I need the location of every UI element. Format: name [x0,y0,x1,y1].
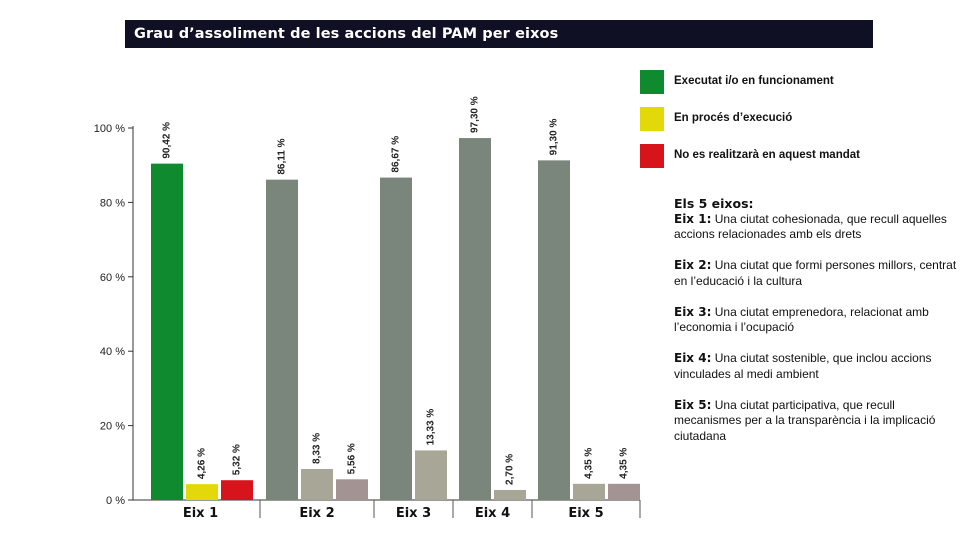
y-tick-label: 80 % [100,197,125,209]
data-label-2-4: 2,70 % [505,454,516,485]
y-tick-label: 0 % [106,495,125,507]
category-label-5: Eix 5 [568,506,603,521]
y-tick-label: 60 % [100,272,125,284]
eix-5-text: Una ciutat participativa, que recull mec… [674,397,936,443]
bar-1-3 [380,177,412,501]
eix-4-name: Eix 4: [674,351,712,365]
legend-label-en-proces: En procés d’execució [674,112,793,124]
eix-4-text: Una ciutat sostenible, que inclou accion… [674,351,932,381]
eix-5-description: Eix 5: Una ciutat participativa, que rec… [674,398,959,445]
legend-swatch-no-realitzara [640,144,664,168]
data-label-3-2: 5,56 % [347,443,358,474]
y-tick-label: 100 % [94,123,125,135]
data-label-1-4: 97,30 % [470,96,481,133]
legend-swatch-en-proces [640,107,664,131]
bar-1-4 [459,138,491,500]
bar-2-3 [415,450,447,500]
eix-3-name: Eix 3: [674,304,712,319]
y-tick-label: 40 % [100,346,125,358]
eix-2-description: Eix 2: Una ciutat que formi persones mil… [674,258,959,289]
category-label-2: Eix 2 [299,506,334,521]
data-label-2-2: 8,33 % [312,433,323,464]
eix-1-description: Eix 1: Una ciutat cohesionada, que recul… [674,212,959,243]
data-label-1-5: 91,30 % [549,119,560,156]
eix-5-name: Eix 5: [674,397,712,412]
data-label-2-3: 13,33 % [426,409,437,446]
chart-title: Grau d’assoliment de les accions del PAM… [125,20,873,48]
bar-3-2 [336,479,368,500]
eix-3-text: Una ciutat emprenedora, relacionat amb l… [674,304,929,335]
eix-3-description: Eix 3: Una ciutat emprenedora, relaciona… [674,305,959,336]
category-label-4: Eix 4 [475,506,510,521]
bar-3-1 [221,480,253,500]
data-label-1-1: 90,42 % [162,122,173,159]
eix-4-description: Eix 4: Una ciutat sostenible, que inclou… [674,351,959,382]
data-label-3-5: 4,35 % [619,448,630,479]
category-label-1: Eix 1 [183,506,218,521]
legend-label-executat: Executat i/o en funcionament [674,75,834,87]
bar-2-5 [573,483,605,500]
eix-1-name: Eix 1: [674,211,712,226]
eixos-heading: Els 5 eixos: [674,196,754,211]
eixos-description: Els 5 eixos: Eix 1: Una ciutat cohesiona… [674,196,959,444]
data-label-2-5: 4,35 % [584,448,595,479]
eix-2-text: Una ciutat que formi persones millors, c… [674,258,957,288]
bar-1-2 [266,179,298,500]
bar-3-5 [608,483,640,500]
legend-swatch-executat [640,70,664,94]
data-label-3-1: 5,32 % [232,444,243,475]
bar-1-1 [151,163,183,500]
eix-1-text: Una ciutat cohesionada, que recull aquel… [674,211,947,242]
legend-label-no-realitzara: No es realitzarà en aquest mandat [674,149,860,161]
bar-2-2 [301,469,333,500]
data-label-2-1: 4,26 % [197,448,208,479]
eix-2-name: Eix 2: [674,258,712,272]
bar-2-4 [494,489,526,500]
y-tick-label: 20 % [100,421,125,433]
data-label-1-3: 86,67 % [391,136,402,173]
bar-2-1 [186,484,218,500]
bar-1-5 [538,160,570,500]
data-label-1-2: 86,11 % [277,138,288,174]
category-label-3: Eix 3 [396,506,431,521]
